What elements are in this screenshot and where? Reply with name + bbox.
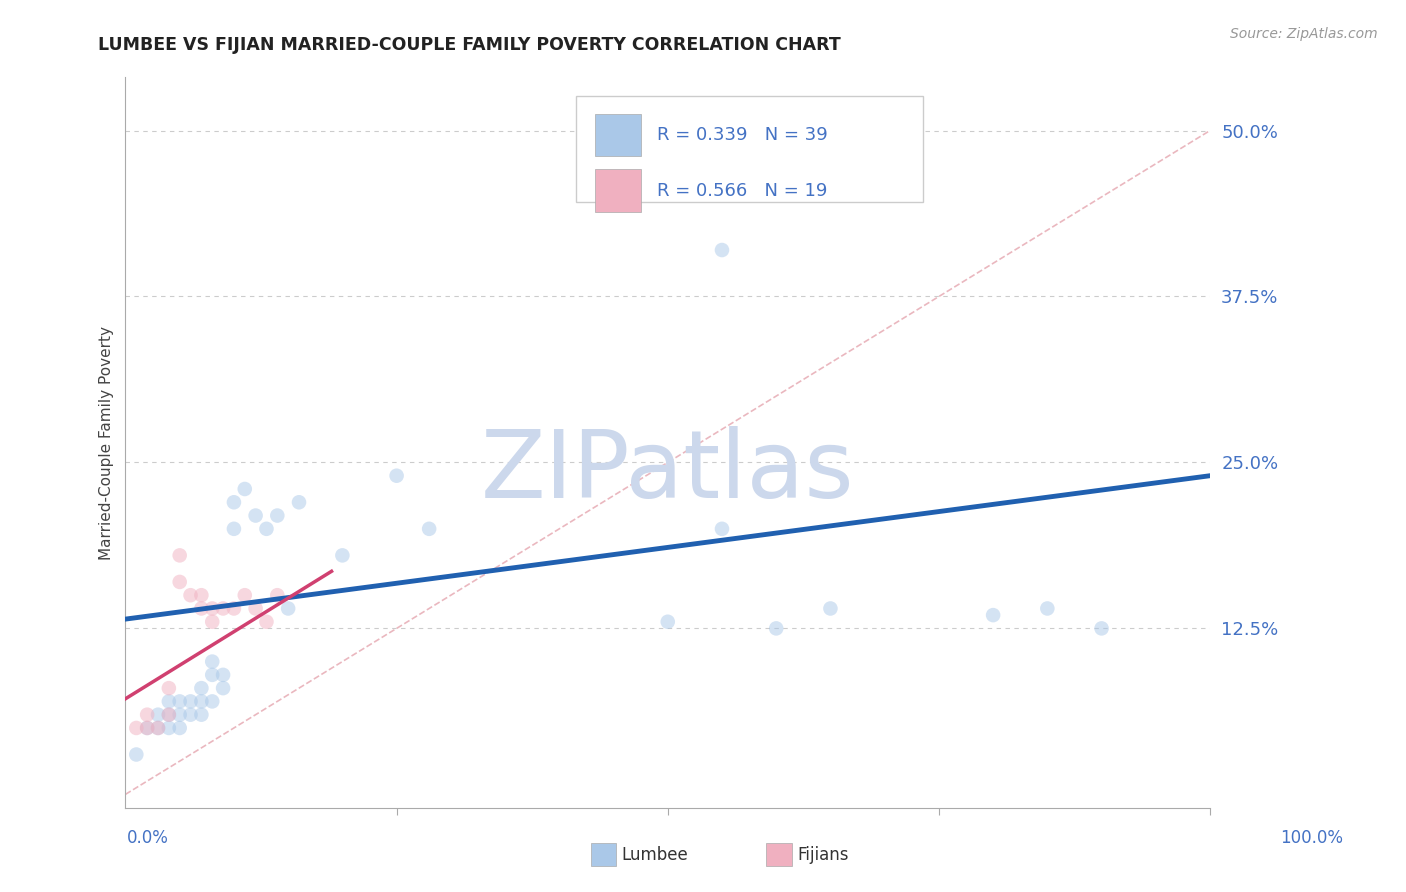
- Point: [201, 668, 224, 682]
- Point: [157, 707, 180, 722]
- Point: [820, 601, 842, 615]
- Point: [157, 681, 180, 695]
- Point: [157, 694, 180, 708]
- Point: [190, 707, 212, 722]
- Text: Fijians: Fijians: [797, 846, 849, 863]
- Point: [256, 522, 278, 536]
- Point: [212, 668, 235, 682]
- Point: [222, 522, 245, 536]
- Point: [332, 549, 354, 563]
- FancyBboxPatch shape: [575, 95, 922, 202]
- Text: 100.0%: 100.0%: [1279, 829, 1343, 847]
- Point: [657, 615, 679, 629]
- FancyBboxPatch shape: [595, 169, 641, 211]
- Point: [765, 621, 787, 635]
- Point: [981, 608, 1004, 623]
- Point: [201, 601, 224, 615]
- Point: [136, 707, 159, 722]
- Point: [710, 243, 733, 257]
- Point: [233, 482, 256, 496]
- Text: R = 0.566   N = 19: R = 0.566 N = 19: [657, 182, 827, 200]
- Point: [201, 694, 224, 708]
- Point: [1036, 601, 1059, 615]
- Point: [157, 721, 180, 735]
- Point: [385, 468, 408, 483]
- Text: Source: ZipAtlas.com: Source: ZipAtlas.com: [1230, 27, 1378, 41]
- Point: [125, 721, 148, 735]
- Point: [169, 707, 191, 722]
- Point: [190, 681, 212, 695]
- Point: [288, 495, 311, 509]
- Text: R = 0.339   N = 39: R = 0.339 N = 39: [657, 126, 828, 145]
- Point: [266, 508, 288, 523]
- Text: Lumbee: Lumbee: [621, 846, 688, 863]
- Point: [146, 707, 169, 722]
- Text: LUMBEE VS FIJIAN MARRIED-COUPLE FAMILY POVERTY CORRELATION CHART: LUMBEE VS FIJIAN MARRIED-COUPLE FAMILY P…: [98, 36, 841, 54]
- Point: [169, 549, 191, 563]
- Point: [233, 588, 256, 602]
- Point: [125, 747, 148, 762]
- Point: [256, 615, 278, 629]
- Point: [136, 721, 159, 735]
- Point: [245, 508, 267, 523]
- Text: 0.0%: 0.0%: [127, 829, 169, 847]
- Point: [136, 721, 159, 735]
- Point: [190, 601, 212, 615]
- Point: [146, 721, 169, 735]
- Point: [190, 694, 212, 708]
- Point: [245, 601, 267, 615]
- Point: [212, 681, 235, 695]
- Point: [1090, 621, 1112, 635]
- Point: [190, 588, 212, 602]
- Point: [222, 495, 245, 509]
- Point: [277, 601, 299, 615]
- FancyBboxPatch shape: [595, 114, 641, 156]
- Point: [157, 707, 180, 722]
- Point: [710, 522, 733, 536]
- Point: [418, 522, 440, 536]
- Text: ZIPatlas: ZIPatlas: [481, 425, 855, 517]
- Point: [180, 694, 202, 708]
- Point: [201, 615, 224, 629]
- Point: [146, 721, 169, 735]
- Point: [266, 588, 288, 602]
- Point: [169, 721, 191, 735]
- Point: [212, 601, 235, 615]
- Point: [180, 707, 202, 722]
- Point: [169, 574, 191, 589]
- Y-axis label: Married-Couple Family Poverty: Married-Couple Family Poverty: [100, 326, 114, 559]
- Point: [222, 601, 245, 615]
- Point: [201, 655, 224, 669]
- Point: [180, 588, 202, 602]
- Point: [169, 694, 191, 708]
